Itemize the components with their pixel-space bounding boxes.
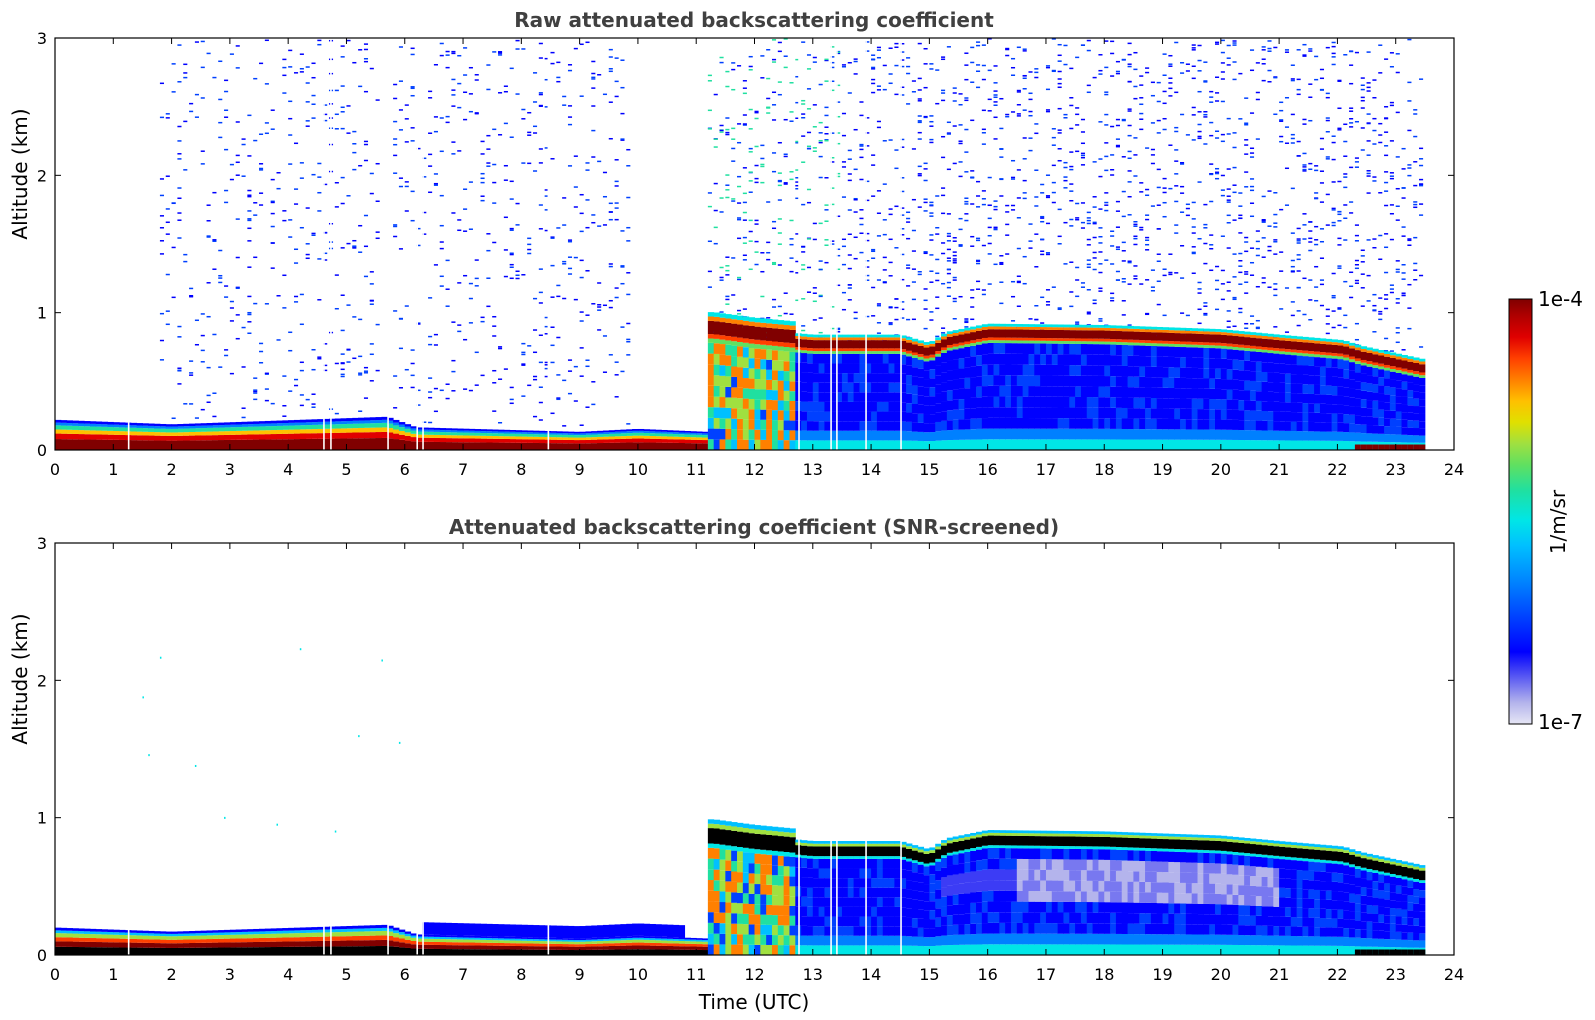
x-tick-label: 0	[50, 460, 60, 479]
x-tick-label: 11	[686, 965, 706, 984]
y-tick-label: 1	[37, 304, 47, 323]
x-tick-label: 22	[1327, 460, 1347, 479]
y-tick-label: 3	[37, 534, 47, 553]
raw-backscatter-panel: 0 1 2 3 4 5 6 7 8 9 10 11 12 13 14 15 16 17 18 19 20 21 22 23 24…	[37, 29, 1464, 479]
x-tick-label: 3	[225, 460, 235, 479]
x-tick-label: 1	[108, 460, 118, 479]
x-tick-label: 9	[575, 460, 585, 479]
x-tick-label: 6	[400, 460, 410, 479]
colorbar	[1508, 298, 1533, 725]
x-tick-label: 23	[1386, 965, 1406, 984]
x-tick-label: 17	[1036, 460, 1056, 479]
x-tick-label: 18	[1094, 460, 1114, 479]
x-tick-label: 13	[803, 460, 823, 479]
x-tick-label: 22	[1327, 965, 1347, 984]
screened-backscatter-heatmap	[55, 543, 1426, 955]
x-tick-label: 13	[803, 965, 823, 984]
screened-axis-ticks: 0 1 2 3 4 5 6 7 8 9 10 11 12 13 14 15 16 17 18 19 20 21 22 23 24…	[37, 534, 1464, 984]
x-tick-label: 2	[166, 965, 176, 984]
screened-y-axis-label: Altitude (km)	[8, 613, 32, 745]
colorbar-units-label: 1/m/sr	[1546, 489, 1570, 555]
x-tick-label: 7	[458, 460, 468, 479]
x-tick-label: 16	[977, 460, 997, 479]
x-tick-label: 18	[1094, 965, 1114, 984]
x-tick-label: 8	[516, 460, 526, 479]
x-tick-label: 9	[575, 965, 585, 984]
y-tick-label: 2	[37, 671, 47, 690]
x-tick-label: 12	[744, 460, 764, 479]
y-tick-label: 0	[37, 946, 47, 965]
x-tick-label: 4	[283, 460, 293, 479]
x-tick-label: 0	[50, 965, 60, 984]
x-tick-label: 21	[1269, 460, 1289, 479]
x-tick-label: 15	[919, 965, 939, 984]
x-tick-label: 10	[628, 965, 648, 984]
x-tick-label: 5	[341, 460, 351, 479]
x-tick-label: 14	[861, 460, 881, 479]
colorbar-min-label: 1e-7	[1538, 710, 1583, 734]
x-tick-label: 24	[1444, 965, 1464, 984]
x-tick-label: 2	[166, 460, 176, 479]
x-tick-label: 23	[1386, 460, 1406, 479]
colorbar-gradient	[1508, 298, 1533, 725]
x-tick-label: 7	[458, 965, 468, 984]
raw-panel-title: Raw attenuated backscattering coefficien…	[514, 8, 994, 32]
x-tick-label: 12	[744, 965, 764, 984]
x-tick-label: 20	[1211, 460, 1231, 479]
x-tick-label: 5	[341, 965, 351, 984]
y-tick-label: 0	[37, 441, 47, 460]
screened-panel-title: Attenuated backscattering coefficient (S…	[448, 515, 1060, 539]
raw-backscatter-heatmap	[55, 38, 1426, 450]
y-tick-label: 2	[37, 166, 47, 185]
x-tick-label: 11	[686, 460, 706, 479]
x-tick-label: 8	[516, 965, 526, 984]
x-tick-label: 1	[108, 965, 118, 984]
x-tick-label: 20	[1211, 965, 1231, 984]
x-tick-label: 6	[400, 965, 410, 984]
x-tick-label: 4	[283, 965, 293, 984]
x-tick-label: 14	[861, 965, 881, 984]
y-tick-label: 1	[37, 809, 47, 828]
x-tick-label: 19	[1152, 965, 1172, 984]
x-tick-label: 19	[1152, 460, 1172, 479]
x-tick-label: 24	[1444, 460, 1464, 479]
x-tick-label: 15	[919, 460, 939, 479]
x-tick-label: 16	[977, 965, 997, 984]
x-tick-label: 10	[628, 460, 648, 479]
colorbar-max-label: 1e-4	[1538, 287, 1583, 311]
x-axis-label: Time (UTC)	[698, 990, 810, 1014]
x-tick-label: 17	[1036, 965, 1056, 984]
raw-axis-ticks: 0 1 2 3 4 5 6 7 8 9 10 11 12 13 14 15 16 17 18 19 20 21 22 23 24…	[37, 29, 1464, 479]
screened-backscatter-panel: 0 1 2 3 4 5 6 7 8 9 10 11 12 13 14 15 16 17 18 19 20 21 22 23 24…	[37, 534, 1464, 984]
x-tick-label: 21	[1269, 965, 1289, 984]
raw-y-axis-label: Altitude (km)	[8, 108, 32, 240]
x-tick-label: 3	[225, 965, 235, 984]
y-tick-label: 3	[37, 29, 47, 48]
